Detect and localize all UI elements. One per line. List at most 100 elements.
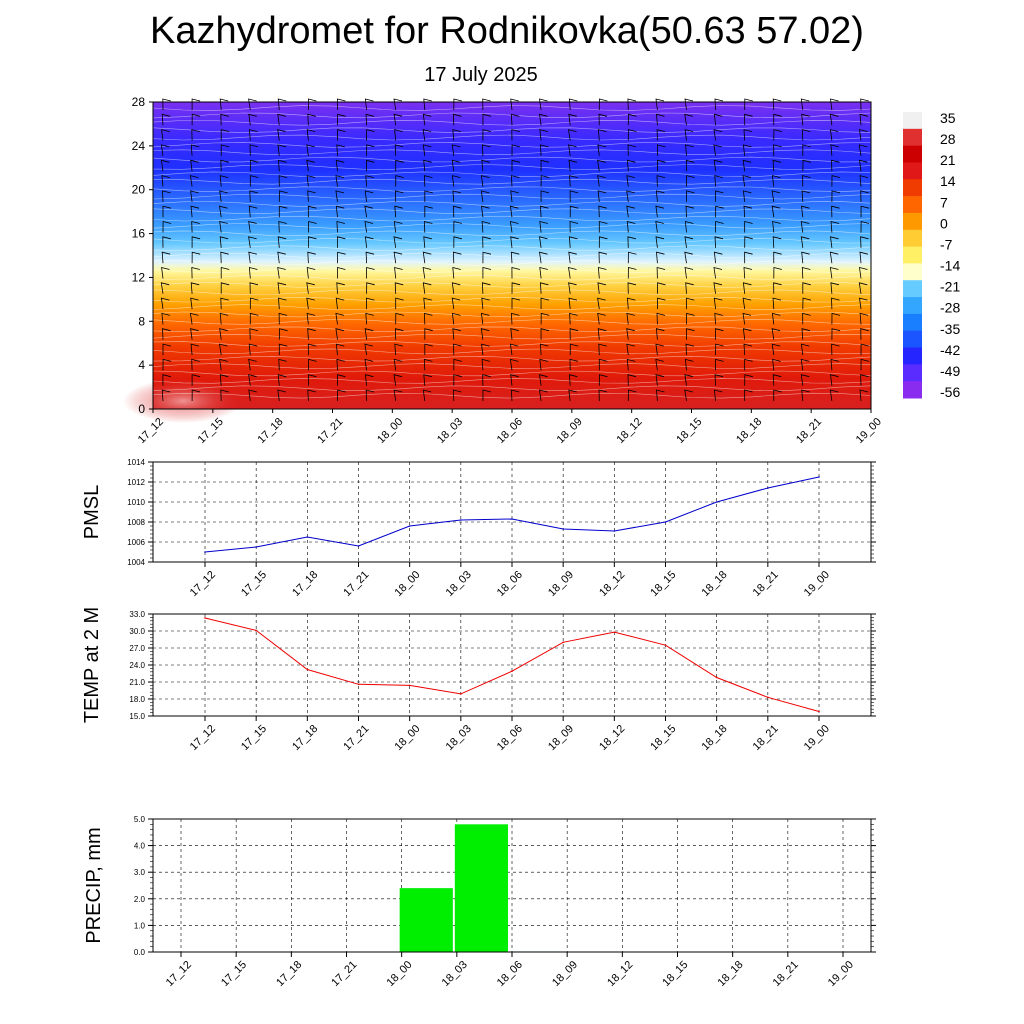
wind-barb xyxy=(277,144,287,156)
contour-line xyxy=(152,112,872,119)
wind-barb xyxy=(742,282,752,294)
wind-barb xyxy=(539,129,548,141)
wind-barb xyxy=(482,374,491,386)
wind-barb xyxy=(656,113,665,126)
wind-barb xyxy=(394,328,404,340)
wind-barb xyxy=(422,113,432,126)
wind-barb xyxy=(539,98,548,111)
x-tick-label: 19_00 xyxy=(854,416,884,446)
wind-barb xyxy=(509,343,519,356)
wind-barb xyxy=(655,205,664,218)
data-point xyxy=(715,676,718,679)
wind-barb xyxy=(655,358,664,371)
y-tick-label: 15.0 xyxy=(129,712,145,721)
wind-barb xyxy=(366,129,375,141)
wind-barb xyxy=(713,389,723,402)
contour-line xyxy=(152,208,872,215)
x-tick-label: 18_18 xyxy=(715,959,745,989)
wind-barb xyxy=(220,251,229,264)
wind-barb xyxy=(686,190,695,202)
wind-barb xyxy=(453,236,462,248)
wind-barb xyxy=(859,175,869,187)
wind-barb xyxy=(539,389,548,402)
wind-barb xyxy=(568,282,577,294)
x-tick-label: 17_15 xyxy=(239,569,269,599)
wind-barb xyxy=(860,190,869,202)
wind-barbs xyxy=(160,98,870,402)
x-tick-label: 18_00 xyxy=(375,416,405,446)
y-tick-label: 1004 xyxy=(127,558,145,567)
wind-barb xyxy=(248,266,258,279)
wind-barb xyxy=(831,159,840,172)
wind-barb xyxy=(336,236,346,248)
wind-barb xyxy=(597,266,607,279)
wind-barb xyxy=(655,343,664,356)
x-tick-label: 18_00 xyxy=(392,569,422,599)
x-tick-label: 18_21 xyxy=(771,959,801,989)
wind-barb xyxy=(248,389,257,402)
wind-barb xyxy=(219,312,229,325)
wind-barb xyxy=(307,328,316,340)
wind-barb xyxy=(191,251,201,264)
wind-barb xyxy=(859,251,869,264)
wind-barb xyxy=(364,220,374,233)
data-point xyxy=(408,525,411,527)
wind-barb xyxy=(161,129,170,141)
wind-barb xyxy=(627,282,637,294)
wind-barb xyxy=(597,282,606,294)
x-tick-label: 17_12 xyxy=(188,569,218,599)
wind-barb xyxy=(191,374,201,386)
wind-barb xyxy=(744,389,753,402)
wind-barb xyxy=(627,98,636,111)
wind-barb xyxy=(656,389,665,402)
wind-barb xyxy=(743,129,753,141)
x-tick-label: 18_12 xyxy=(597,569,627,599)
wind-barb xyxy=(743,205,753,218)
wind-barb xyxy=(626,220,636,233)
wind-barb xyxy=(510,98,519,111)
wind-barb xyxy=(161,266,170,279)
wind-barb xyxy=(277,236,287,248)
x-tick-label: 18_06 xyxy=(495,569,525,599)
wind-barb xyxy=(480,175,490,187)
wind-barb xyxy=(337,113,346,126)
y-tick-label: 27.0 xyxy=(129,644,145,653)
wind-barb xyxy=(335,297,345,310)
wind-barb xyxy=(422,389,432,402)
wind-barb xyxy=(773,282,782,294)
wind-barb xyxy=(306,297,315,310)
contour-line xyxy=(152,296,872,303)
x-tick-label: 18_09 xyxy=(546,723,576,753)
wind-barb xyxy=(451,144,461,156)
wind-barb xyxy=(685,205,695,218)
wind-barb xyxy=(744,374,753,386)
data-point xyxy=(460,693,462,695)
wind-barb xyxy=(568,297,578,310)
wind-barb xyxy=(539,205,549,218)
x-tick-label: 18_12 xyxy=(614,416,644,446)
wind-barb xyxy=(714,328,724,340)
wind-barb xyxy=(451,297,461,310)
wind-barb xyxy=(336,358,345,371)
wind-barb xyxy=(829,251,839,264)
wind-barb xyxy=(482,389,492,402)
wind-barb xyxy=(715,220,724,233)
y-tick-label: 18.0 xyxy=(129,695,145,704)
wind-barb xyxy=(365,251,375,264)
wind-barb xyxy=(306,282,315,294)
wind-barb xyxy=(773,129,782,141)
wind-barb xyxy=(423,175,433,187)
wind-barb xyxy=(424,205,433,218)
wind-barb xyxy=(364,328,374,340)
wind-barb xyxy=(189,175,199,187)
colorbar-label: 28 xyxy=(940,131,956,147)
wind-barb xyxy=(800,358,810,371)
y-tick-label: 12 xyxy=(132,270,146,284)
wind-barb xyxy=(802,312,811,325)
x-tick-label: 18_18 xyxy=(699,723,729,753)
wind-barb xyxy=(626,312,635,325)
wind-barb xyxy=(162,358,172,371)
wind-barb xyxy=(160,297,170,310)
wind-barb xyxy=(336,129,346,141)
wind-barb xyxy=(627,113,637,126)
